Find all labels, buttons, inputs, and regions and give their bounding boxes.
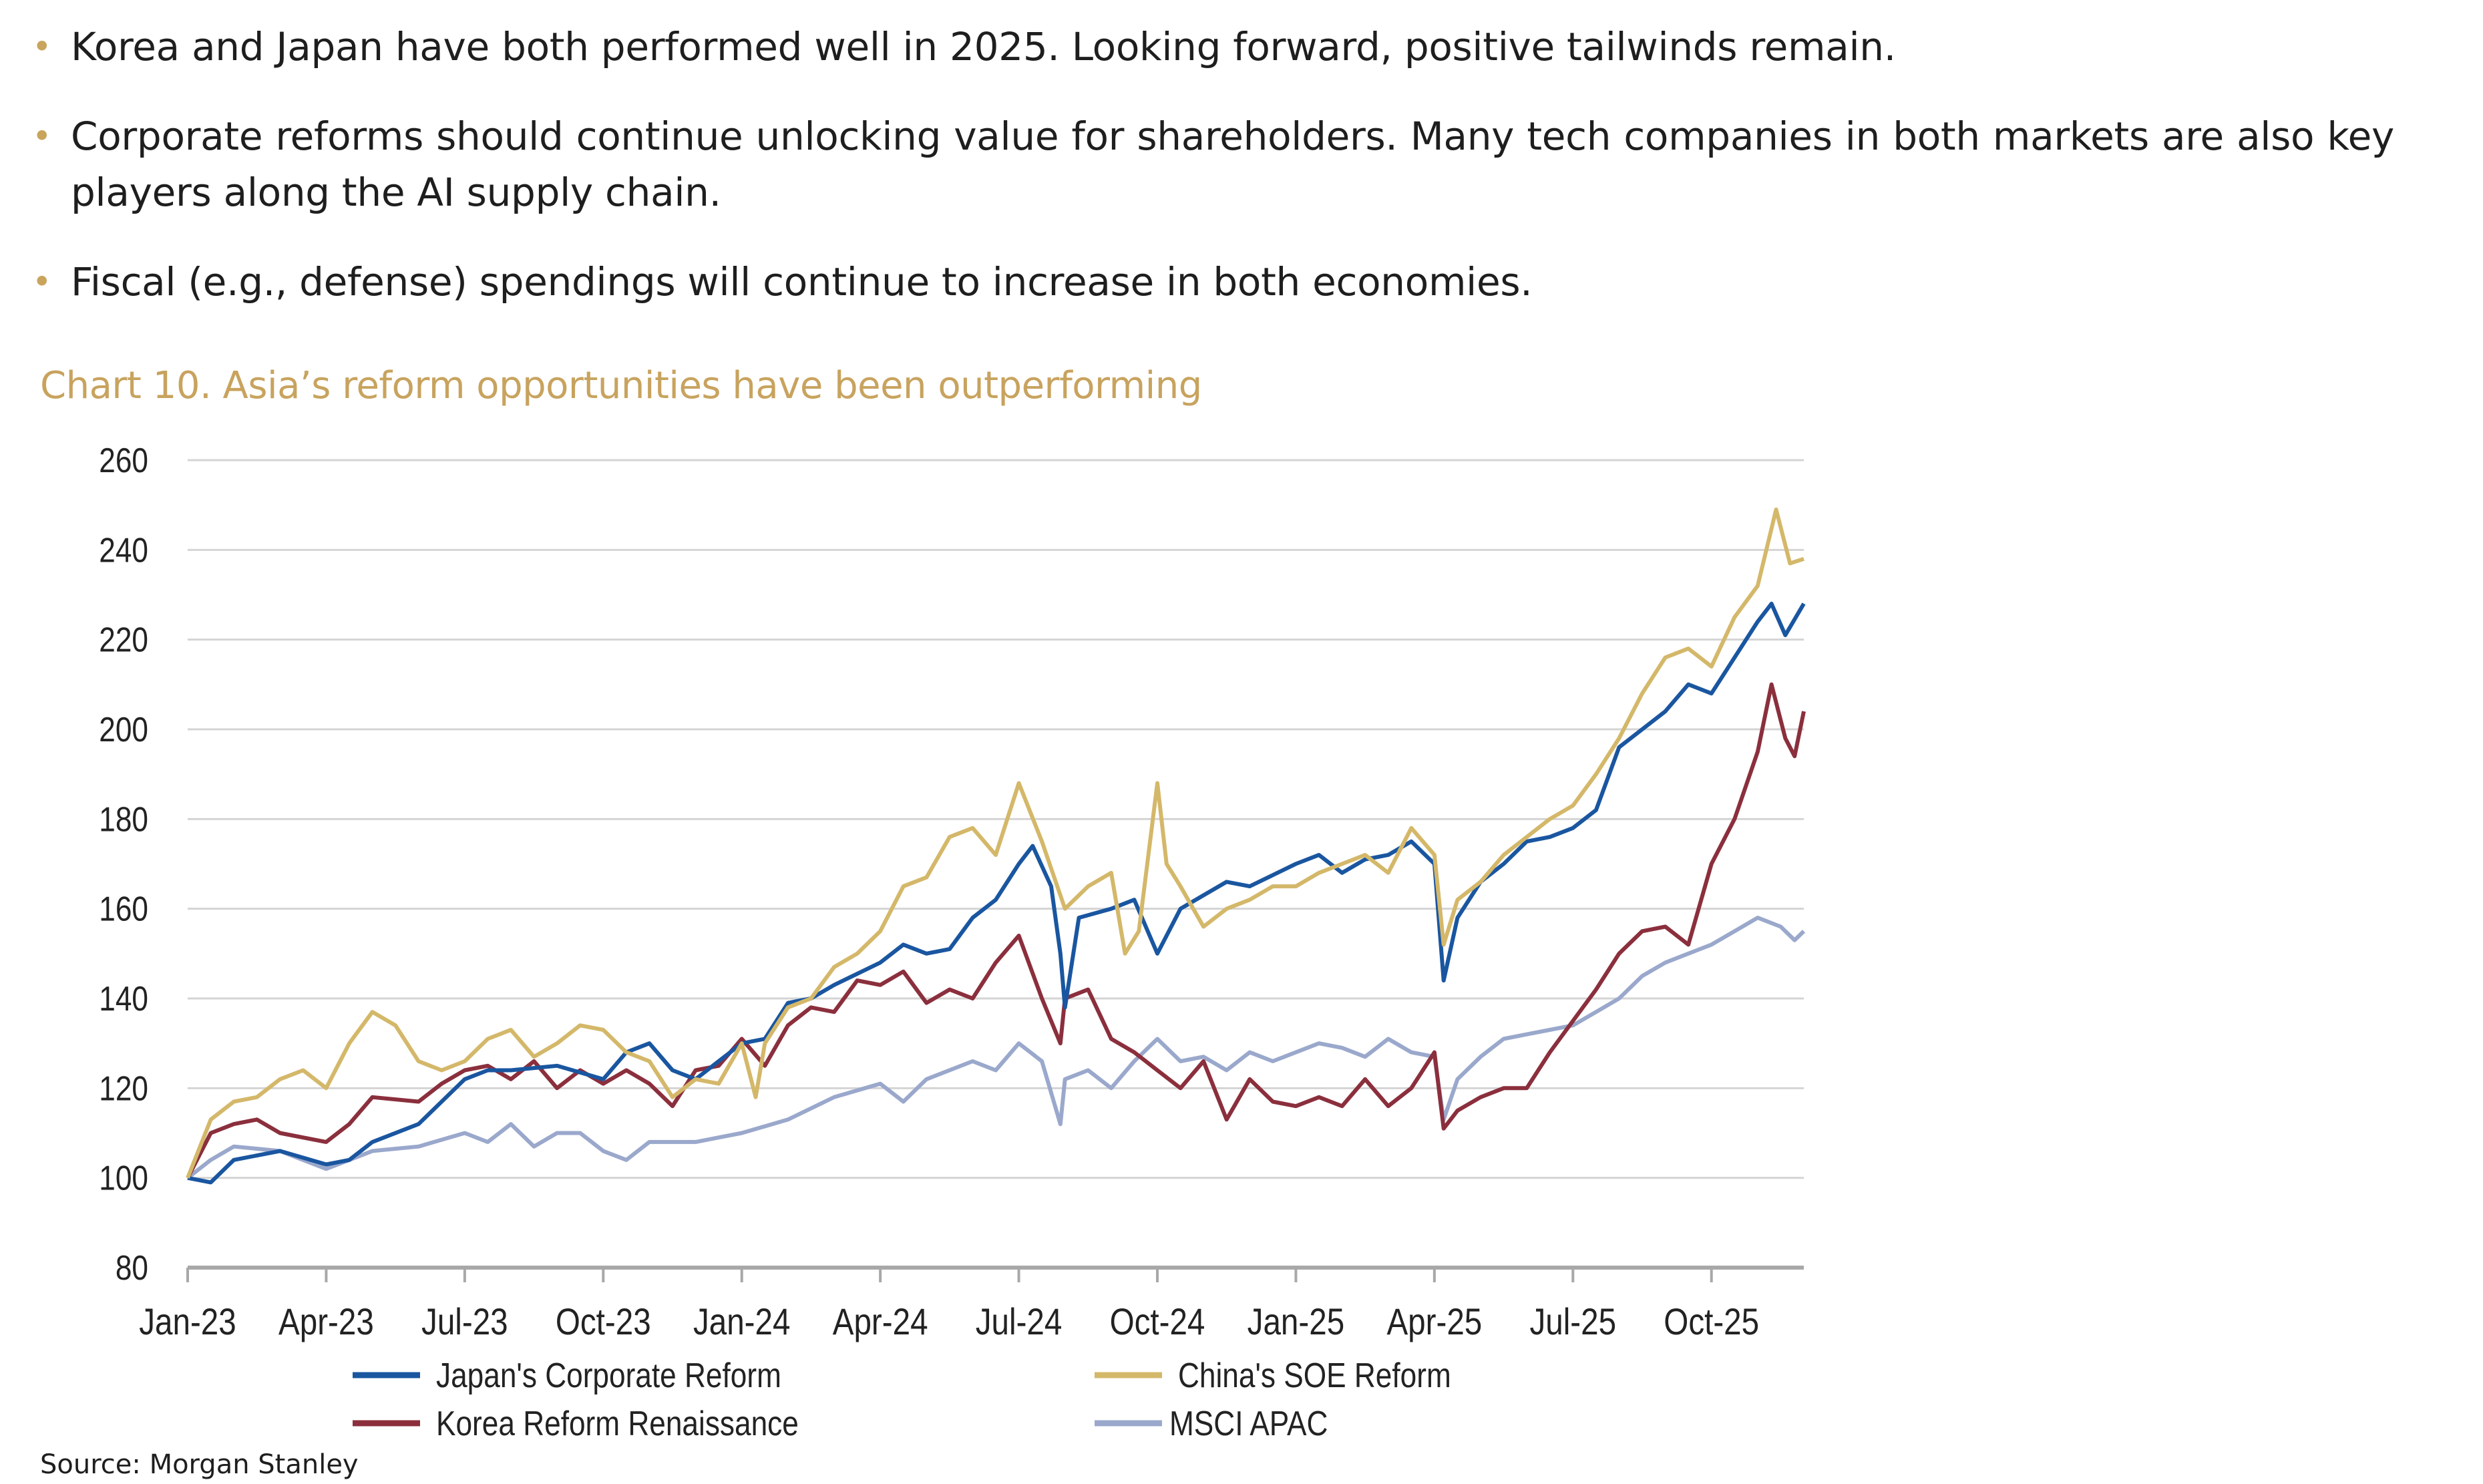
bullet-item: • Corporate reforms should continue unloc… bbox=[27, 108, 2394, 220]
y-tick-label: 80 bbox=[116, 1249, 148, 1288]
chart-title: Chart 10. Asia’s reform opportunities ha… bbox=[40, 364, 1202, 407]
series-line-msci-apac bbox=[186, 916, 1806, 1180]
source-note: Source: Morgan Stanley bbox=[40, 1449, 359, 1480]
x-tick-label: Oct-23 bbox=[556, 1301, 651, 1342]
series-line-china-s-soe-reform bbox=[186, 507, 1804, 1179]
y-tick-label: 220 bbox=[99, 620, 148, 659]
x-tick-label: Jul-25 bbox=[1529, 1301, 1616, 1342]
legend: Japan's Corporate Reform China's SOE Refo… bbox=[353, 1356, 1451, 1443]
y-tick-label: 200 bbox=[99, 711, 148, 749]
x-axis: Jan-23 Apr-23 Jul-23 Oct-23 Jan-24 Apr-24 Jul-… bbox=[139, 1266, 1804, 1343]
x-tick-label: Oct-25 bbox=[1664, 1301, 1759, 1342]
x-tick-label: Jan-24 bbox=[693, 1301, 791, 1342]
y-tick-label: 180 bbox=[99, 800, 148, 839]
series-lines bbox=[186, 507, 1806, 1185]
x-tick-label: Apr-23 bbox=[278, 1301, 374, 1342]
legend-label: China's SOE Reform bbox=[1178, 1356, 1451, 1395]
x-tick-label: Apr-25 bbox=[1386, 1301, 1482, 1342]
y-tick-label: 160 bbox=[99, 890, 148, 928]
y-tick-label: 260 bbox=[99, 441, 148, 480]
bullet-dot-icon: • bbox=[32, 117, 52, 156]
bullet-item: • Fiscal (e.g., defense) spendings will c… bbox=[27, 254, 2394, 310]
x-tick-label: Jan-23 bbox=[139, 1301, 236, 1342]
x-tick-label: Oct-24 bbox=[1110, 1301, 1205, 1342]
x-tick-label: Jul-23 bbox=[421, 1301, 508, 1342]
gridlines bbox=[188, 459, 1804, 1179]
y-tick-label: 140 bbox=[99, 980, 148, 1018]
legend-label: Korea Reform Renaissance bbox=[436, 1405, 799, 1443]
y-tick-label: 100 bbox=[99, 1159, 148, 1197]
legend-label: MSCI APAC bbox=[1169, 1405, 1328, 1443]
bullet-list: • Korea and Japan have both performed wel… bbox=[27, 19, 2394, 343]
y-tick-label: 120 bbox=[99, 1069, 148, 1108]
x-tick-label: Jan-25 bbox=[1248, 1301, 1345, 1342]
series-line-korea-reform-renaissance bbox=[186, 682, 1806, 1179]
y-tick-label: 240 bbox=[99, 531, 148, 570]
series-line-japan-s-corporate-reform bbox=[187, 601, 1806, 1185]
bullet-dot-icon: • bbox=[32, 262, 52, 301]
bullet-dot-icon: • bbox=[32, 27, 52, 66]
y-axis: 80 100 120 140 160 180 200 220 240 260 bbox=[99, 441, 148, 1288]
legend-label: Japan's Corporate Reform bbox=[436, 1356, 781, 1395]
bullet-item: • Korea and Japan have both performed wel… bbox=[27, 19, 2394, 75]
x-tick-label: Apr-24 bbox=[833, 1301, 928, 1342]
x-tick-label: Jul-24 bbox=[976, 1301, 1063, 1342]
